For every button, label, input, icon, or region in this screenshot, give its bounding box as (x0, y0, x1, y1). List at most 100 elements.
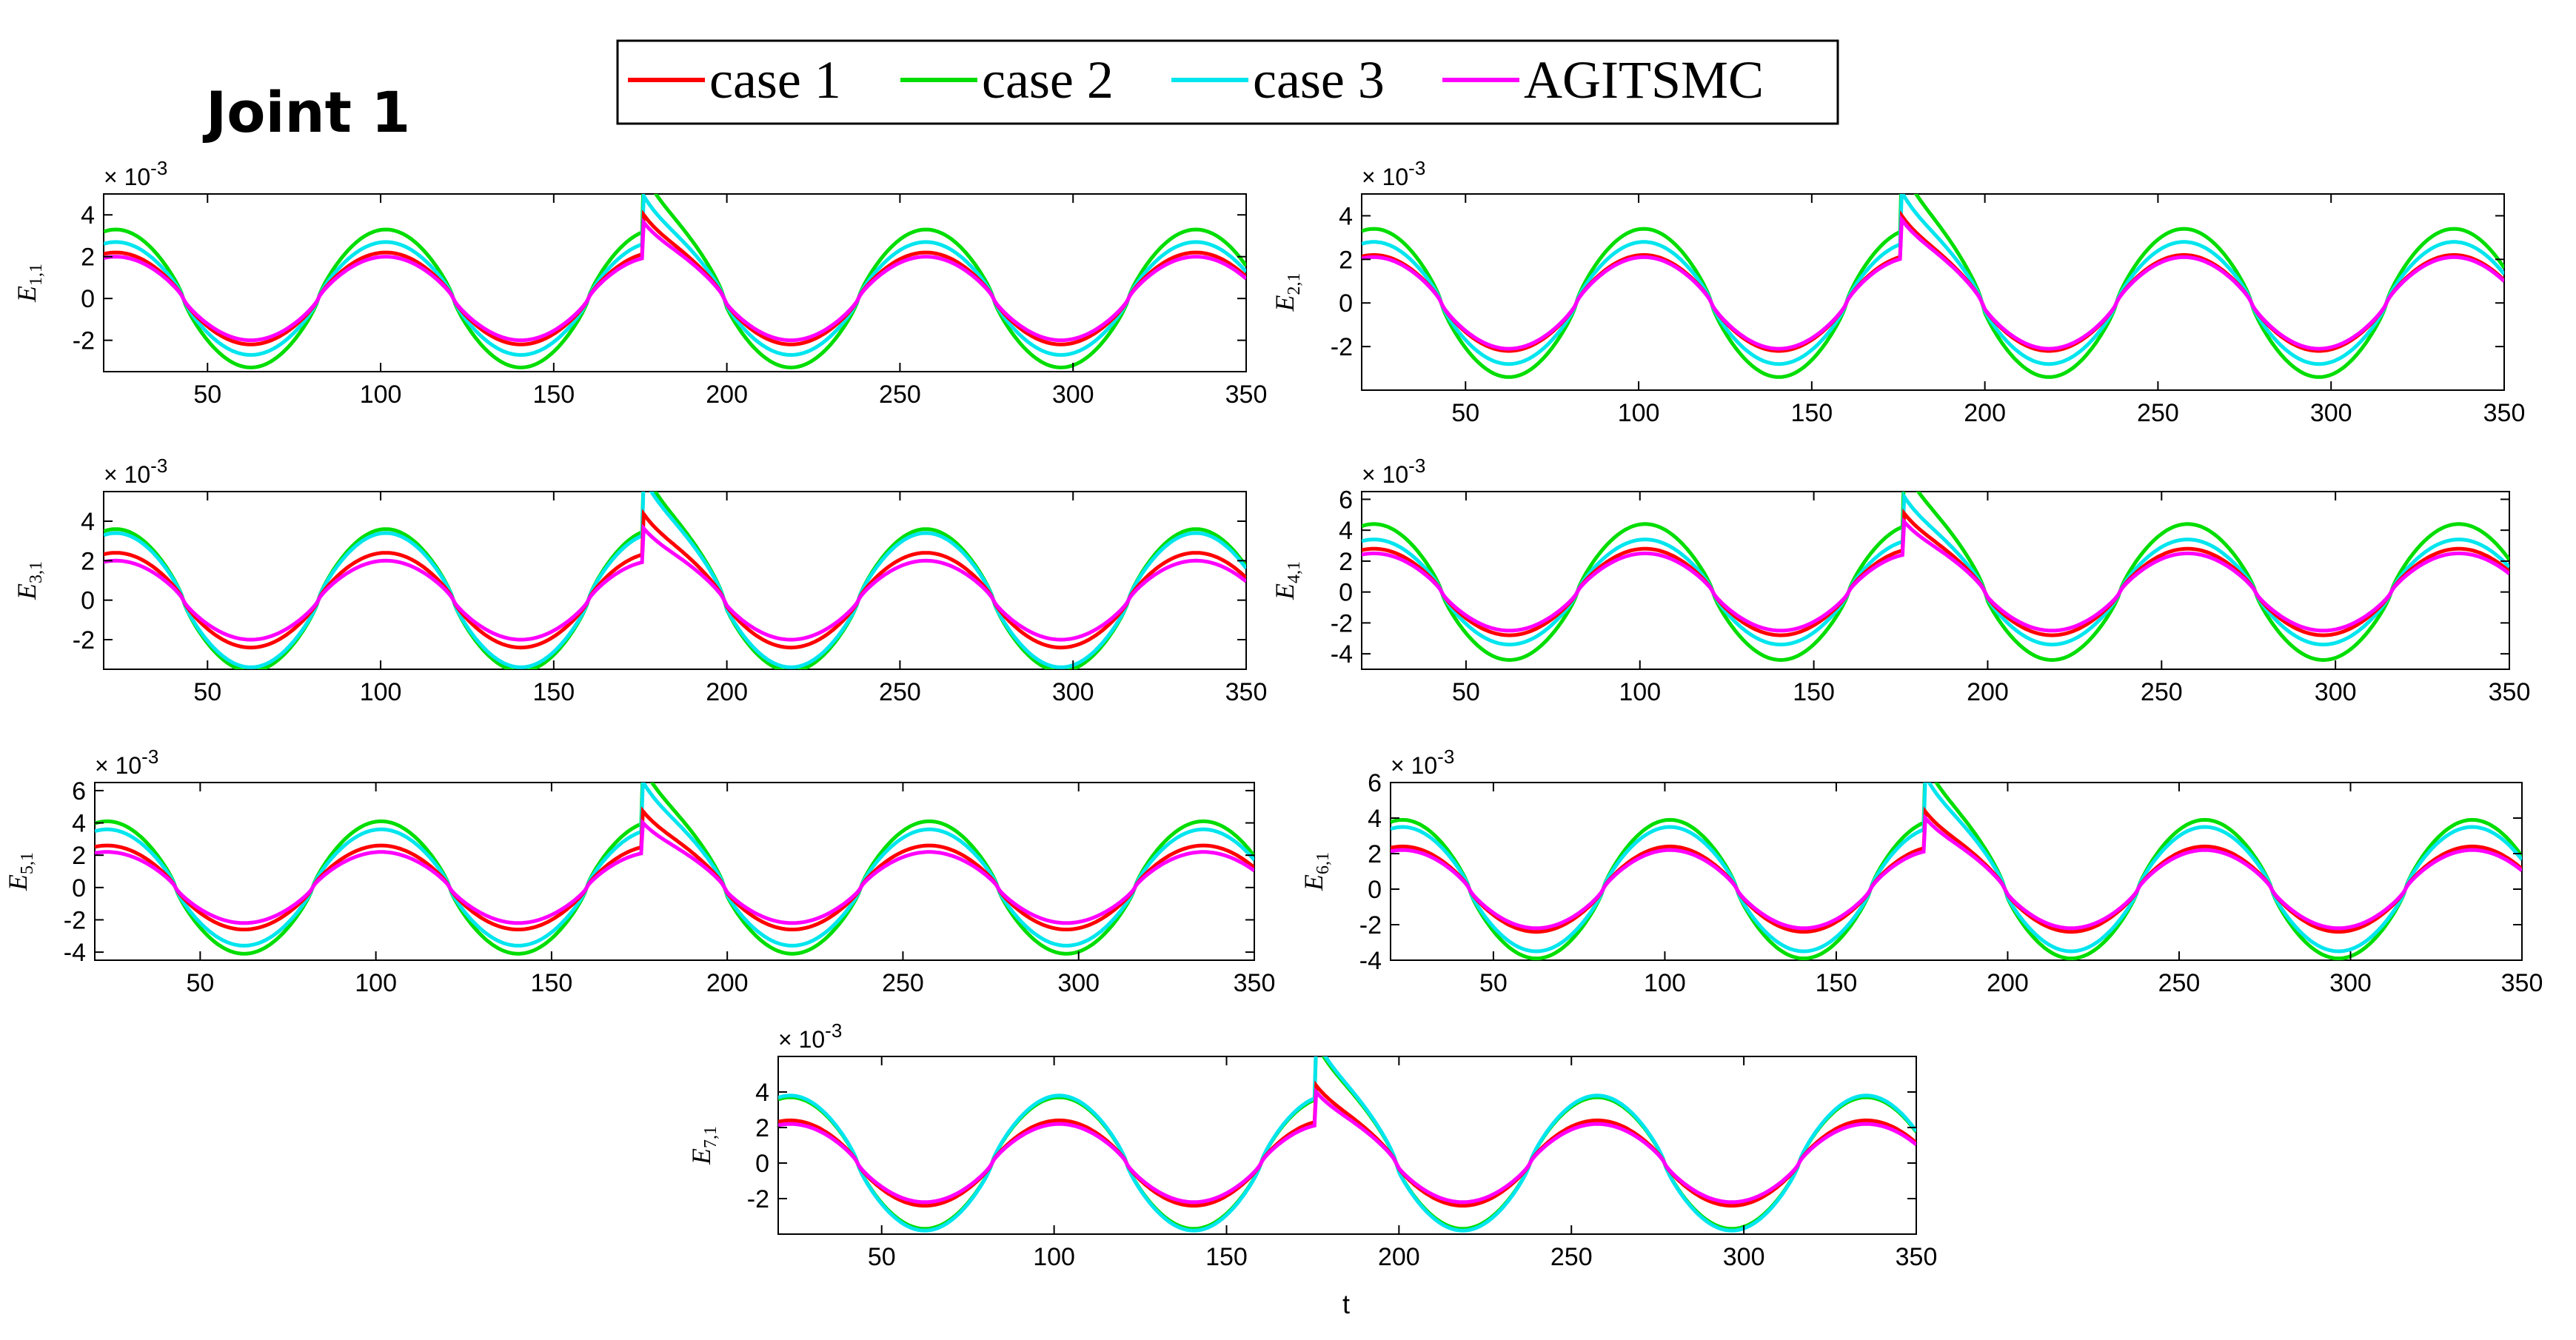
x-tick-label: 150 (1205, 1243, 1248, 1271)
series-line-case-3 (1391, 783, 2522, 954)
subplot-1: 50 100 150 200 250 300 350 -2 0 2 4 × 10-3 E1,1 (12, 157, 1267, 409)
x-tick-label: 350 (1225, 381, 1268, 409)
y-tick-label: 6 (72, 777, 86, 805)
y-axis-label: E1,1 (12, 264, 46, 303)
series-line-agitsmc (104, 523, 1246, 642)
x-tick-label: 50 (1452, 678, 1480, 706)
subplot-7: 50 100 150 200 250 300 350 -2 0 2 4 × 10-3 E7,1 (686, 1019, 1937, 1271)
legend-label-agitsmc: AGITSMC (1524, 50, 1764, 110)
x-tick-label: 150 (1816, 969, 1858, 997)
x-tick-label: 300 (2310, 399, 2352, 427)
x-tick-label: 50 (1479, 969, 1508, 997)
x-tick-label: 300 (1052, 381, 1094, 409)
y-axis-label: E2,1 (1270, 273, 1304, 312)
x-tick-label: 350 (1225, 678, 1268, 706)
y-tick-label: 4 (1368, 805, 1382, 833)
x-tick-label: 100 (1644, 969, 1686, 997)
series-line-case-2 (104, 194, 1246, 369)
series-line-case-1 (95, 806, 1254, 931)
series-line-case-1 (104, 509, 1246, 650)
series-line-agitsmc (104, 218, 1246, 343)
y-tick-label: 4 (72, 810, 86, 838)
x-tick-label: 300 (2329, 969, 2372, 997)
series-line-agitsmc (95, 818, 1254, 925)
x-tick-label: 50 (186, 969, 214, 997)
legend-label-case-1: case 1 (709, 50, 841, 110)
y-tick-label: -2 (1331, 333, 1353, 361)
series-line-case-2 (95, 783, 1254, 956)
y-tick-label: 2 (81, 547, 95, 575)
x-tick-label: 250 (2158, 969, 2201, 997)
x-tick-label: 350 (2483, 399, 2526, 427)
x-tick-label: 250 (879, 678, 921, 706)
series-line-case-1 (1362, 508, 2509, 637)
axis-exponent: × 10-3 (104, 455, 167, 488)
y-tick-label: 0 (1339, 579, 1353, 607)
series-line-case-3 (104, 194, 1246, 357)
axis-exponent: × 10-3 (1362, 157, 1425, 190)
x-tick-label: 100 (355, 969, 397, 997)
y-tick-label: -2 (73, 626, 95, 654)
x-tick-label: 250 (2137, 399, 2179, 427)
x-tick-label: 300 (1052, 678, 1094, 706)
x-tick-label: 200 (706, 969, 749, 997)
x-tick-label: 350 (2489, 678, 2531, 706)
x-tick-label: 250 (879, 381, 921, 409)
axis-exponent: × 10-3 (1362, 455, 1425, 488)
x-tick-label: 50 (193, 381, 221, 409)
x-tick-label: 350 (1234, 969, 1276, 997)
subplot-2: 50 100 150 200 250 300 350 -2 0 2 4 × 10-3 E2,1 (1270, 157, 2525, 427)
axes-box (1361, 193, 2505, 391)
x-tick-label: 250 (1550, 1243, 1593, 1271)
series-line-case-1 (104, 210, 1246, 346)
x-tick-label: 150 (532, 678, 575, 706)
y-tick-label: 4 (1339, 202, 1353, 230)
x-tick-label: 250 (882, 969, 924, 997)
y-tick-label: -4 (64, 939, 86, 967)
x-tick-label: 300 (2315, 678, 2357, 706)
y-tick-label: 6 (1339, 486, 1353, 514)
x-tick-label: 100 (360, 381, 402, 409)
x-tick-label: 150 (531, 969, 573, 997)
x-tick-label: 200 (1967, 678, 2009, 706)
y-tick-label: 6 (1368, 769, 1382, 797)
figure-title: Joint 1 (202, 79, 410, 145)
series-line-agitsmc (1362, 517, 2509, 633)
series-line-case-2 (1391, 783, 2522, 960)
series-line-case-3 (778, 1056, 1916, 1233)
y-tick-label: 2 (755, 1114, 769, 1142)
y-tick-label: 0 (1339, 289, 1353, 318)
y-axis-label: E3,1 (12, 561, 46, 600)
axis-exponent: × 10-3 (104, 157, 167, 190)
x-axis-label: t (1342, 1289, 1350, 1319)
y-axis-label: E5,1 (3, 852, 37, 891)
y-tick-label: 0 (72, 874, 86, 902)
legend-label-case-2: case 2 (982, 50, 1114, 110)
y-tick-label: -2 (1359, 911, 1382, 939)
series-line-case-3 (104, 492, 1246, 669)
y-tick-label: 0 (81, 285, 95, 313)
y-tick-label: 4 (81, 201, 95, 230)
y-tick-label: 2 (1368, 840, 1382, 868)
x-tick-label: 300 (1723, 1243, 1765, 1271)
x-tick-label: 100 (1618, 399, 1660, 427)
y-tick-label: -4 (1359, 947, 1382, 975)
x-tick-label: 200 (706, 678, 748, 706)
legend-label-case-3: case 3 (1253, 50, 1385, 110)
y-axis-label: E6,1 (1299, 852, 1333, 891)
x-tick-label: 350 (1896, 1243, 1938, 1271)
x-tick-label: 100 (1033, 1243, 1075, 1271)
y-tick-label: 4 (1339, 517, 1353, 545)
y-tick-label: -4 (1331, 640, 1353, 669)
x-tick-label: 150 (1790, 399, 1833, 427)
series-line-case-2 (1362, 492, 2509, 663)
y-tick-label: 4 (81, 508, 95, 536)
series-line-agitsmc (1391, 813, 2522, 931)
subplot-4: 50 100 150 200 250 300 350 -4 -20 2 4 6 × 10-3 E4,1 (1270, 455, 2530, 706)
x-tick-label: 200 (1964, 399, 2006, 427)
series-line-agitsmc (778, 1087, 1916, 1205)
y-tick-label: 2 (1339, 548, 1353, 576)
x-tick-label: 100 (360, 678, 402, 706)
